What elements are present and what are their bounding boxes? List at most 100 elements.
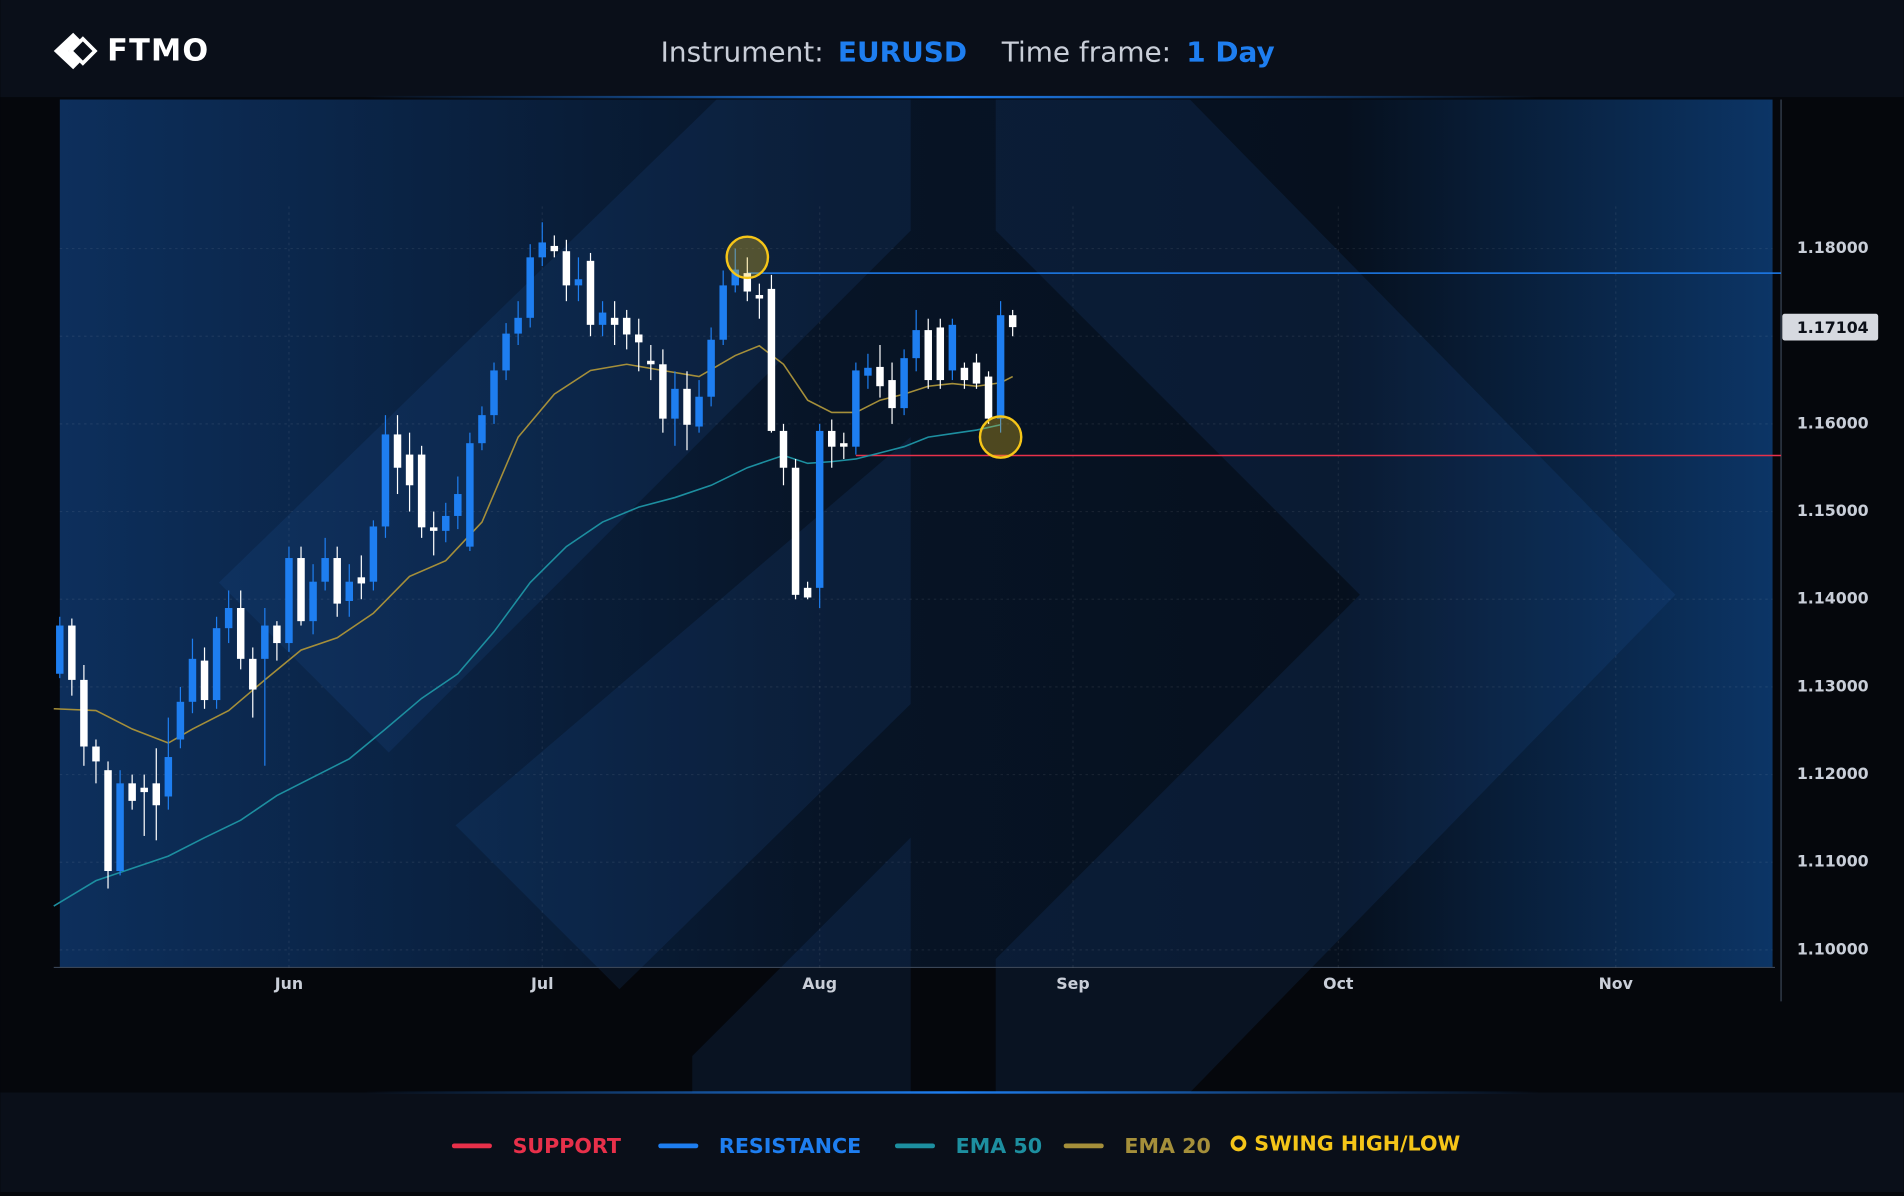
candle-body: [526, 257, 534, 318]
candle-body: [381, 434, 390, 527]
candle-body: [622, 317, 631, 335]
candle-body: [68, 625, 76, 680]
candle-body: [442, 515, 450, 531]
timeframe-label: Time frame:: [1001, 35, 1171, 68]
footer-bar: [0, 1092, 1904, 1192]
x-tick-label: Nov: [1599, 974, 1634, 993]
candle-body: [56, 625, 64, 674]
header-bar: [0, 0, 1904, 98]
candle-body: [80, 679, 88, 747]
candle-body: [393, 434, 402, 468]
candle-body: [261, 625, 269, 659]
y-tick-label: 1.11000: [1797, 852, 1869, 871]
candle-body: [562, 251, 571, 286]
candle-body: [840, 443, 848, 447]
candle-body: [116, 783, 124, 872]
logo-mark: [68, 36, 98, 66]
swing-marker: [725, 235, 770, 280]
y-tick-label: 1.16000: [1797, 413, 1869, 432]
footer-glow: [364, 1091, 1540, 1094]
price-tag-label: 1.17104: [1797, 318, 1869, 337]
candle-body: [490, 370, 498, 416]
ema-line: [53, 344, 1014, 744]
candle-body: [755, 295, 764, 299]
candle-body: [888, 380, 896, 409]
logo-text: FTMO: [107, 34, 209, 69]
candle-body: [960, 367, 969, 381]
candle-body: [224, 608, 233, 629]
x-tick-label: Jun: [274, 974, 303, 993]
candle-body: [92, 746, 100, 762]
logo-mark: [53, 32, 81, 70]
legend-label: EMA 20: [1124, 1134, 1210, 1158]
candle-body: [852, 370, 860, 447]
legend-label: SUPPORT: [513, 1134, 621, 1158]
candle-body: [140, 787, 148, 793]
candle-body: [249, 658, 257, 690]
candle-body: [369, 526, 378, 582]
candle-body: [200, 660, 209, 701]
y-tick-label: 1.12000: [1797, 764, 1869, 783]
x-tick-label: Jul: [530, 974, 554, 993]
instrument-label: Instrument:: [661, 35, 824, 68]
candle-body: [719, 285, 727, 340]
header-glow: [364, 95, 1540, 99]
candle-body: [743, 273, 752, 292]
candle-body: [333, 558, 341, 604]
candle-body: [309, 581, 317, 622]
swing-marker: [978, 415, 1023, 459]
candle-body: [574, 279, 583, 286]
candle-body: [659, 364, 667, 419]
candle-body: [695, 396, 703, 427]
candle-body: [345, 581, 354, 601]
x-tick-label: Sep: [1056, 974, 1089, 993]
candle-body: [429, 527, 438, 531]
candle-body: [466, 443, 474, 547]
legend-label: RESISTANCE: [719, 1134, 861, 1158]
y-tick-label: 1.10000: [1797, 939, 1869, 958]
candle-body: [405, 454, 414, 486]
candle-body: [876, 366, 884, 387]
candle-body: [538, 242, 546, 258]
candle-body: [948, 324, 957, 371]
candle-body: [164, 757, 173, 797]
instrument-value: EURUSD: [838, 35, 967, 68]
candle-body: [647, 360, 655, 365]
candle-body: [285, 558, 293, 644]
y-tick-label: 1.18000: [1797, 238, 1869, 257]
candle-body: [514, 317, 522, 334]
plot-area: [59, 99, 1773, 968]
x-tick-label: Aug: [802, 974, 837, 993]
candle-body: [152, 783, 161, 806]
candle-body: [321, 558, 329, 582]
candle-body: [586, 260, 595, 325]
candle-body: [671, 388, 679, 419]
candle-body: [212, 628, 221, 701]
candle-body: [273, 625, 281, 644]
ema-line: [53, 423, 1001, 907]
price-tag: [1782, 313, 1879, 341]
candle-body: [828, 430, 836, 447]
candle-body: [936, 327, 945, 381]
candle-body: [779, 430, 788, 468]
candle-body: [297, 558, 305, 622]
candle-body: [707, 339, 715, 397]
candle-body: [610, 317, 619, 325]
candle-body: [803, 587, 812, 598]
candle-body: [478, 415, 486, 444]
candle-body: [791, 467, 800, 595]
legend-swatch: [451, 1143, 492, 1149]
legend-swatch: [894, 1143, 936, 1149]
y-tick-label: 1.13000: [1797, 676, 1869, 695]
y-tick-label: 1.15000: [1797, 501, 1869, 520]
candle-body: [104, 770, 112, 872]
candle-body: [912, 330, 920, 359]
candle-body: [176, 701, 185, 740]
candle-body: [864, 367, 872, 376]
candle-body: [454, 494, 462, 516]
x-tick-label: Oct: [1323, 974, 1354, 993]
candle-body: [188, 658, 197, 702]
candle-body: [972, 362, 981, 384]
candle-body: [635, 334, 643, 343]
candle-body: [815, 430, 824, 588]
